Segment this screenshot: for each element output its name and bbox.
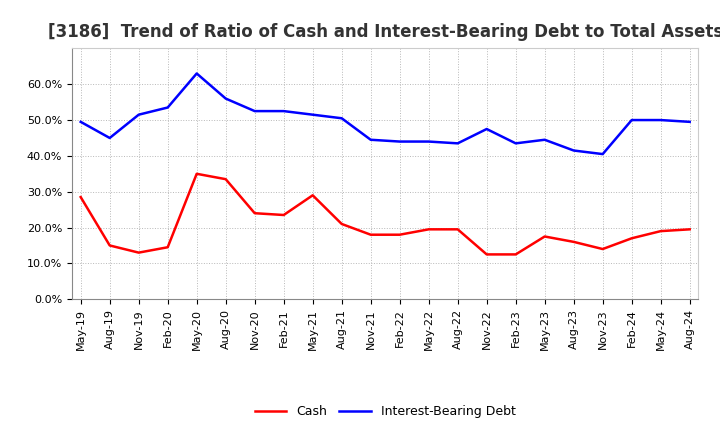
Line: Interest-Bearing Debt: Interest-Bearing Debt [81,73,690,154]
Cash [105,243,114,248]
Interest-Bearing Debt [598,151,607,157]
Cash [395,232,404,237]
Cash [308,193,317,198]
Interest-Bearing Debt [135,112,143,117]
Cash [657,228,665,234]
Cash [338,221,346,227]
Interest-Bearing Debt [366,137,375,143]
Interest-Bearing Debt [163,105,172,110]
Interest-Bearing Debt [454,141,462,146]
Interest-Bearing Debt [395,139,404,144]
Cash [482,252,491,257]
Interest-Bearing Debt [221,96,230,101]
Interest-Bearing Debt [627,117,636,123]
Interest-Bearing Debt [424,139,433,144]
Cash [135,250,143,255]
Cash [570,239,578,245]
Cash [76,194,85,200]
Cash [192,171,201,176]
Interest-Bearing Debt [76,119,85,125]
Cash [598,246,607,252]
Interest-Bearing Debt [657,117,665,123]
Interest-Bearing Debt [482,126,491,132]
Cash [541,234,549,239]
Title: [3186]  Trend of Ratio of Cash and Interest-Bearing Debt to Total Assets: [3186] Trend of Ratio of Cash and Intere… [48,23,720,41]
Cash [163,245,172,250]
Interest-Bearing Debt [541,137,549,143]
Cash [511,252,520,257]
Interest-Bearing Debt [192,71,201,76]
Interest-Bearing Debt [105,136,114,141]
Cash [279,213,288,218]
Cash [366,232,375,237]
Interest-Bearing Debt [279,108,288,114]
Interest-Bearing Debt [511,141,520,146]
Interest-Bearing Debt [251,108,259,114]
Cash [454,227,462,232]
Line: Cash: Cash [81,174,690,254]
Interest-Bearing Debt [338,116,346,121]
Legend: Cash, Interest-Bearing Debt: Cash, Interest-Bearing Debt [250,400,521,423]
Cash [221,176,230,182]
Interest-Bearing Debt [308,112,317,117]
Cash [685,227,694,232]
Interest-Bearing Debt [685,119,694,125]
Cash [251,211,259,216]
Cash [424,227,433,232]
Cash [627,236,636,241]
Interest-Bearing Debt [570,148,578,153]
